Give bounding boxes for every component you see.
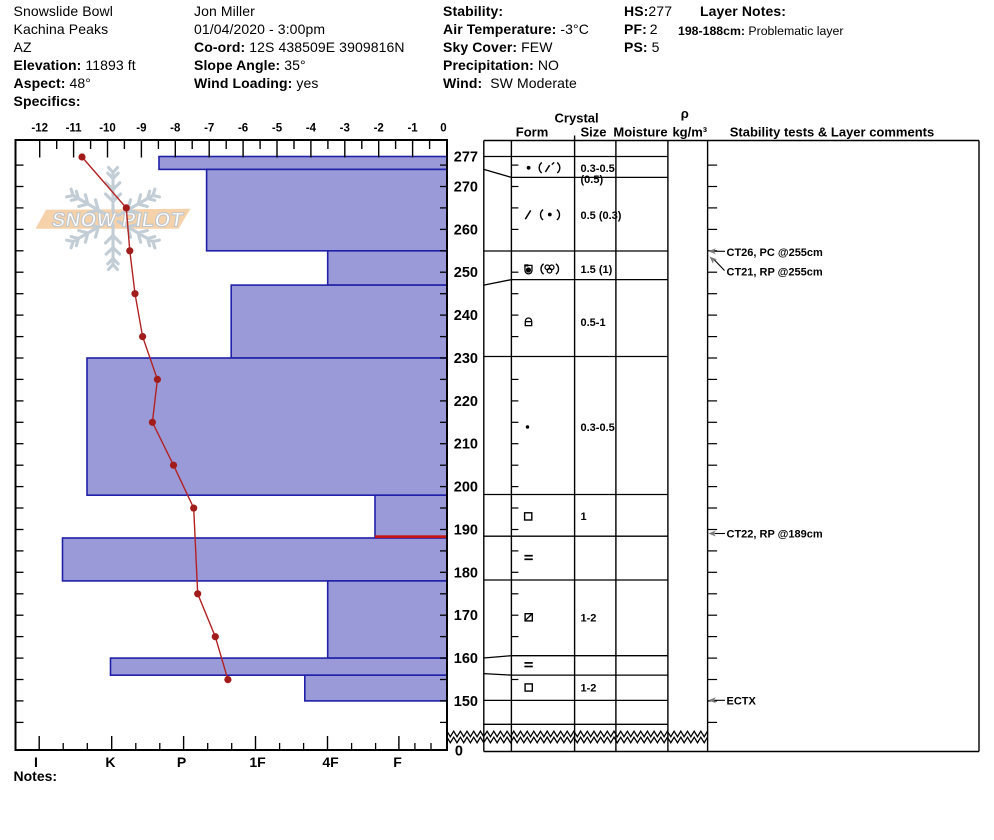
svg-text:P: P bbox=[177, 754, 186, 770]
svg-text:ECTX: ECTX bbox=[727, 695, 757, 707]
svg-text:Form: Form bbox=[516, 125, 549, 140]
svg-text:(0.5): (0.5) bbox=[581, 174, 604, 186]
svg-text:-1: -1 bbox=[407, 123, 418, 135]
svg-text:-8: -8 bbox=[170, 123, 181, 135]
svg-text:-6: -6 bbox=[238, 123, 248, 135]
svg-text:kg/m³: kg/m³ bbox=[672, 125, 707, 140]
svg-text:-9: -9 bbox=[136, 123, 146, 135]
svg-text:277: 277 bbox=[454, 150, 478, 166]
svg-text:CT26, PC @255cm: CT26, PC @255cm bbox=[727, 247, 824, 259]
svg-text:200: 200 bbox=[454, 480, 478, 496]
svg-text:Moisture: Moisture bbox=[613, 125, 667, 140]
svg-text:160: 160 bbox=[454, 651, 478, 667]
svg-text:1F: 1F bbox=[249, 754, 266, 770]
svg-text:Stability tests & Layer commen: Stability tests & Layer comments bbox=[730, 125, 934, 140]
svg-text:4F: 4F bbox=[322, 754, 339, 770]
svg-text:0.3-0.5: 0.3-0.5 bbox=[581, 422, 615, 434]
svg-text:-5: -5 bbox=[272, 123, 283, 135]
svg-text:1: 1 bbox=[581, 511, 587, 523]
svg-text:0.5 (0.3): 0.5 (0.3) bbox=[581, 210, 622, 222]
svg-text:F: F bbox=[393, 754, 402, 770]
svg-text:220: 220 bbox=[454, 394, 478, 410]
svg-text:0: 0 bbox=[440, 123, 446, 135]
svg-text:1-2: 1-2 bbox=[581, 612, 597, 624]
svg-text:270: 270 bbox=[454, 180, 478, 196]
svg-text:210: 210 bbox=[454, 437, 478, 453]
svg-text:-10: -10 bbox=[99, 123, 116, 135]
svg-text:-2: -2 bbox=[374, 123, 384, 135]
svg-text:1-2: 1-2 bbox=[581, 682, 597, 694]
svg-text:CT21, RP @255cm: CT21, RP @255cm bbox=[727, 266, 823, 278]
svg-text:150: 150 bbox=[454, 694, 478, 710]
svg-text:0.5-1: 0.5-1 bbox=[581, 317, 606, 329]
svg-text:Size: Size bbox=[580, 125, 606, 140]
svg-text:-4: -4 bbox=[306, 123, 317, 135]
svg-text:-3: -3 bbox=[340, 123, 350, 135]
svg-text:SNOW PILOT: SNOW PILOT bbox=[50, 209, 185, 231]
svg-text:Crystal: Crystal bbox=[555, 111, 599, 126]
svg-text:CT22, RP @189cm: CT22, RP @189cm bbox=[727, 529, 823, 541]
svg-text:-12: -12 bbox=[31, 123, 48, 135]
svg-text:250: 250 bbox=[454, 265, 478, 281]
svg-text:240: 240 bbox=[454, 308, 478, 324]
svg-text:K: K bbox=[105, 754, 115, 770]
svg-text:170: 170 bbox=[454, 608, 478, 624]
svg-text:190: 190 bbox=[454, 523, 478, 539]
svg-text:-11: -11 bbox=[66, 123, 83, 135]
svg-text:I: I bbox=[34, 754, 38, 770]
svg-text:-7: -7 bbox=[204, 123, 214, 135]
svg-text:230: 230 bbox=[454, 351, 478, 367]
svg-text:0: 0 bbox=[455, 744, 463, 760]
svg-text:180: 180 bbox=[454, 565, 478, 581]
svg-text:1.5 (1): 1.5 (1) bbox=[581, 264, 613, 276]
svg-text:0.3-0.5: 0.3-0.5 bbox=[581, 163, 615, 175]
svg-text:260: 260 bbox=[454, 222, 478, 238]
svg-text:ρ: ρ bbox=[681, 106, 689, 121]
